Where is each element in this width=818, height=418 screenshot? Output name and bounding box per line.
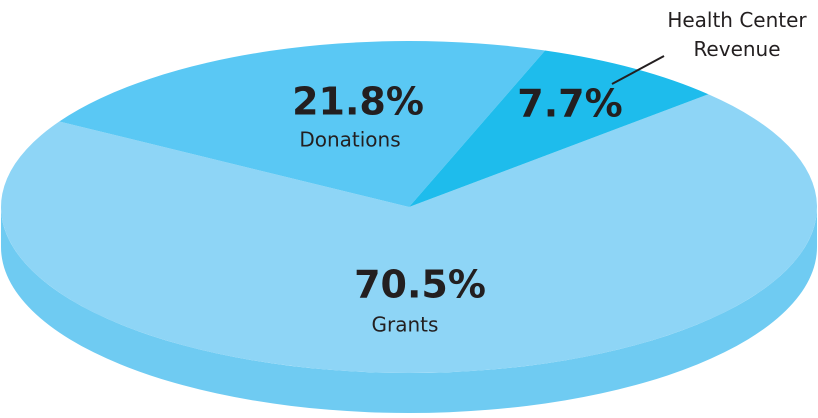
pie-slice — [59, 40, 546, 207]
category-label: Donations — [299, 128, 400, 152]
pie-side — [1, 207, 817, 413]
value-label: 21.8% — [292, 80, 424, 124]
pie — [0, 40, 817, 413]
value-label: 70.5% — [354, 263, 486, 307]
leader-line — [611, 55, 665, 85]
pie-slice — [409, 50, 709, 207]
category-label: Grants — [372, 313, 439, 337]
category-label: Health Center Revenue — [667, 8, 807, 61]
value-label: 7.7% — [517, 82, 622, 126]
pie-slice — [0, 94, 817, 374]
